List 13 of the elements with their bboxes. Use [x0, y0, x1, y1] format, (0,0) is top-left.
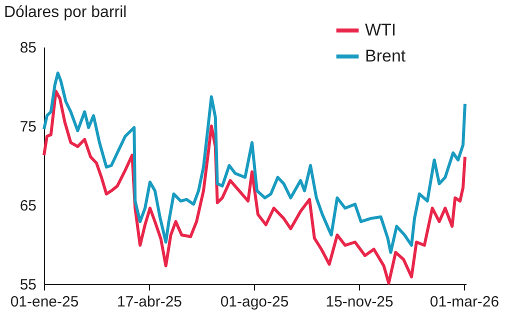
x-tick-label: 17-abr-25 — [116, 294, 182, 310]
y-tick-label: 85 — [20, 40, 36, 56]
y-tick-label: 75 — [20, 118, 36, 136]
legend-label: WTI — [365, 20, 396, 40]
x-tick-label: 01-mar-26 — [430, 294, 500, 310]
y-tick-label: 65 — [20, 198, 36, 214]
line-series — [42, 72, 467, 254]
legend-label: Brent — [365, 46, 406, 66]
chart-title: Dólares por barril — [4, 4, 127, 21]
x-tick-label: 01-ago-25 — [220, 294, 289, 310]
x-tick-label: 01-ene-25 — [10, 294, 79, 310]
x-tick-label: 15-nov-25 — [326, 294, 394, 310]
y-tick-label: 55 — [20, 276, 36, 294]
